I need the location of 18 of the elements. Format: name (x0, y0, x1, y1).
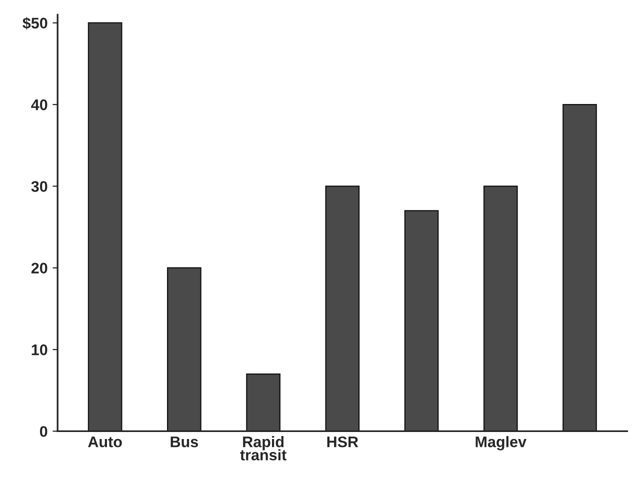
y-tick-label: 10 (32, 344, 48, 356)
y-tick-label: 40 (31, 99, 48, 110)
y-tick-label: $50 (22, 17, 48, 30)
bar (562, 104, 597, 432)
bar (483, 186, 518, 432)
x-tick-label: Rapid transit (240, 436, 286, 460)
bar (325, 186, 360, 432)
y-tick-label: 20 (31, 262, 48, 274)
bar (167, 267, 202, 432)
bar (246, 373, 280, 432)
bar (88, 22, 122, 432)
y-tick-label: 0 (40, 426, 48, 437)
x-tick-label: Maglev (476, 436, 526, 450)
y-tick-label: 30 (31, 181, 48, 192)
bar (404, 210, 439, 432)
x-tick-label: Auto (88, 436, 122, 448)
x-tick-label: HSR (327, 436, 358, 448)
x-tick-label: Bus (170, 436, 198, 448)
